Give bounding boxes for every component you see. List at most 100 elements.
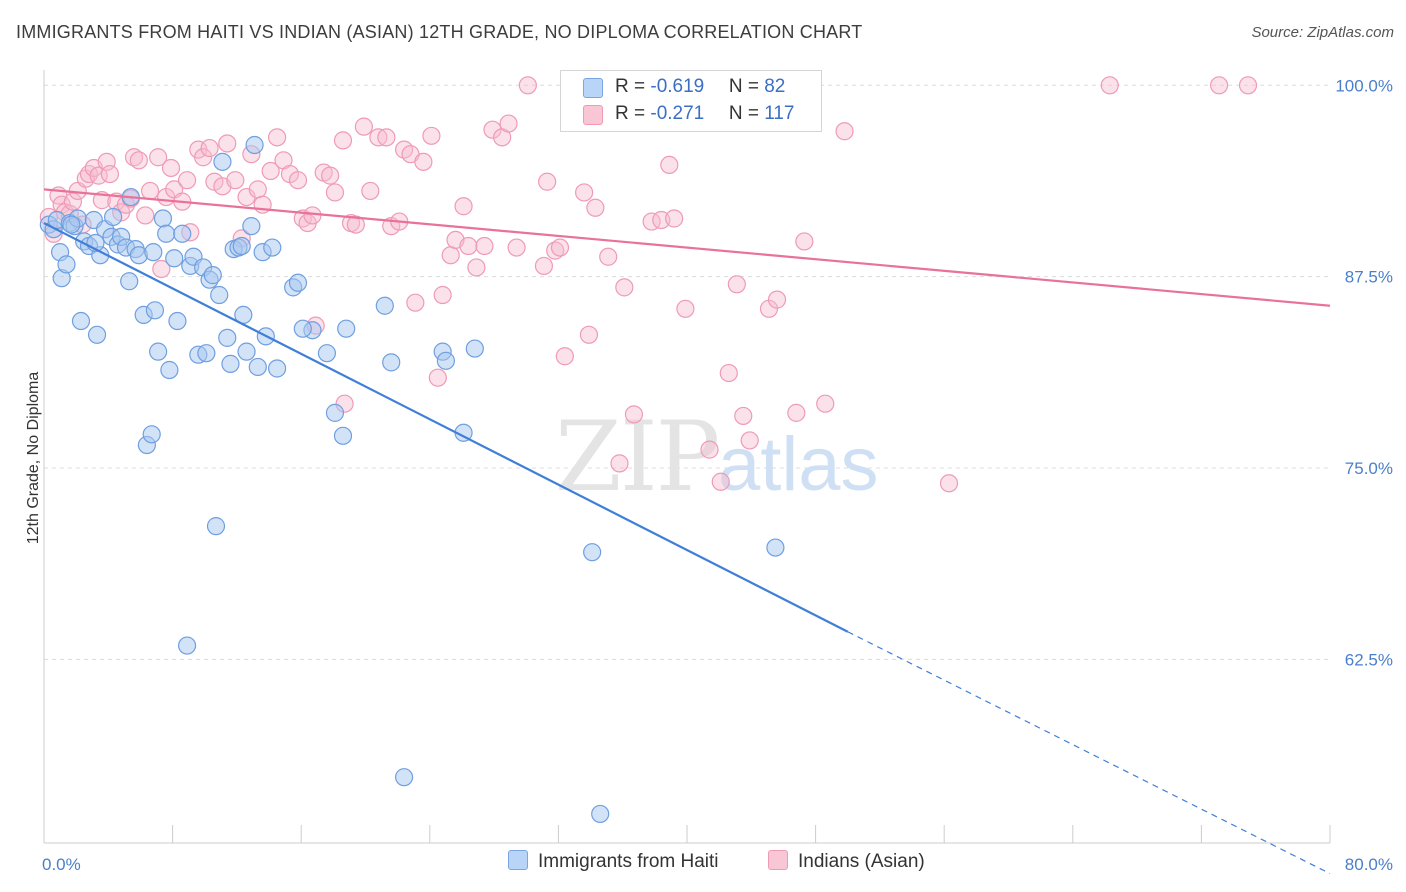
indian-r-label: R = [615, 103, 651, 124]
indian-point-91 [586, 198, 605, 217]
indian-point-54 [321, 166, 340, 185]
haiti-point-44 [206, 517, 226, 536]
indian-point-104 [727, 275, 746, 294]
indian-point-25 [152, 259, 171, 279]
haiti-point-36 [177, 636, 197, 655]
haiti-n-value: 82 [764, 76, 786, 97]
haiti-point-27 [142, 425, 161, 444]
haiti-point-43 [203, 266, 222, 285]
indian-point-56 [333, 131, 353, 150]
indian-point-42 [248, 180, 267, 199]
indian-point-98 [660, 155, 679, 175]
indian-point-24 [149, 148, 168, 167]
indian-point-63 [377, 128, 396, 147]
indian-point-113 [939, 474, 959, 493]
haiti-point-63 [317, 344, 337, 363]
indian-point-82 [507, 238, 526, 257]
indian-point-21 [129, 151, 148, 170]
indian-point-51 [303, 206, 322, 225]
bottom-indian-swatch [768, 850, 788, 870]
indian-point-34 [200, 138, 219, 158]
indian-point-85 [538, 172, 557, 191]
haiti-point-69 [394, 768, 414, 787]
indian-point-114 [1100, 76, 1119, 95]
indian-point-77 [467, 258, 486, 277]
indian-point-88 [555, 347, 574, 366]
haiti-point-28 [145, 301, 165, 320]
haiti-point-65 [333, 426, 353, 445]
indian-point-95 [624, 405, 644, 424]
haiti-point-46 [213, 152, 232, 171]
indian-point-22 [136, 206, 155, 225]
indian-point-75 [454, 197, 473, 216]
chart-title: IMMIGRANTS FROM HAITI VS INDIAN (ASIAN) … [16, 22, 863, 42]
haiti-point-79 [232, 236, 251, 256]
haiti-n-label: N = [728, 76, 765, 97]
bottom-haiti-swatch [508, 850, 528, 870]
indian-point-101 [700, 440, 719, 459]
indian-point-15 [100, 164, 120, 184]
indian-point-73 [441, 246, 460, 265]
indian-point-105 [734, 406, 753, 426]
indian-point-78 [475, 236, 494, 256]
haiti-point-34 [168, 311, 187, 331]
y-tick-label-2: 75.0% [1345, 459, 1393, 478]
bottom-legend-haiti: Immigrants from Haiti [508, 850, 719, 873]
indian-point-109 [787, 403, 806, 422]
haiti-point-54 [245, 135, 264, 155]
trend-lines [43, 188, 1331, 875]
indian-point-106 [740, 431, 759, 450]
indian-point-37 [218, 134, 237, 153]
indian-point-79 [483, 120, 502, 139]
haiti-point-80 [293, 319, 312, 338]
indian-point-33 [194, 148, 213, 167]
haiti-point-71 [436, 351, 455, 370]
axes [43, 70, 1331, 844]
haiti-point-5 [57, 255, 76, 274]
watermark-zip: ZIP [555, 401, 718, 513]
indian-r-value: -0.271 [650, 103, 705, 124]
indian-point-84 [534, 256, 554, 276]
indian-point-60 [354, 117, 373, 136]
indian-point-23 [140, 181, 160, 201]
haiti-point-30 [153, 209, 173, 228]
indian-point-76 [459, 236, 478, 256]
indian-point-93 [610, 454, 629, 473]
indian-trend-line [43, 188, 1331, 307]
haiti-r-value: -0.619 [650, 76, 705, 97]
haiti-point-48 [221, 354, 240, 373]
haiti-point-78 [144, 243, 163, 262]
indian-point-45 [267, 128, 287, 147]
indian-point-27 [161, 158, 181, 178]
haiti-point-59 [267, 359, 287, 378]
indian-point-92 [599, 247, 618, 266]
bottom-legend-indian: Indians (Asian) [768, 850, 925, 873]
y-axis-title: 12th Grade, No Diploma [25, 372, 42, 545]
indian-point-69 [414, 152, 433, 171]
haiti-point-13 [87, 325, 107, 344]
correlation-legend: R = -0.619 N = 82 R = -0.271 N = 117 [560, 70, 822, 132]
haiti-point-68 [382, 353, 401, 372]
haiti-point-55 [248, 357, 267, 377]
tick-labels: 100.0% 87.5% 75.0% 62.5% 0.0% 80.0% [42, 76, 1393, 874]
indian-point-111 [816, 394, 835, 413]
indian-point-70 [422, 126, 441, 145]
haiti-point-47 [218, 328, 237, 347]
haiti-point-67 [375, 296, 394, 315]
haiti-trend-extension [847, 631, 1331, 875]
indian-point-6 [63, 192, 83, 211]
haiti-point-76 [766, 538, 785, 557]
haiti-point-64 [325, 403, 345, 422]
bottom-indian-label: Indians (Asian) [798, 851, 925, 872]
indian-point-71 [428, 368, 447, 387]
indian-point-38 [226, 171, 245, 190]
haiti-point-32 [160, 360, 179, 380]
haiti-point-73 [465, 339, 484, 358]
haiti-point-74 [583, 543, 602, 562]
x-tick-label-1: 80.0% [1345, 855, 1393, 874]
haiti-point-21 [120, 272, 139, 291]
bottom-haiti-label: Immigrants from Haiti [538, 851, 719, 872]
indian-point-44 [261, 161, 280, 181]
haiti-point-35 [173, 224, 192, 243]
